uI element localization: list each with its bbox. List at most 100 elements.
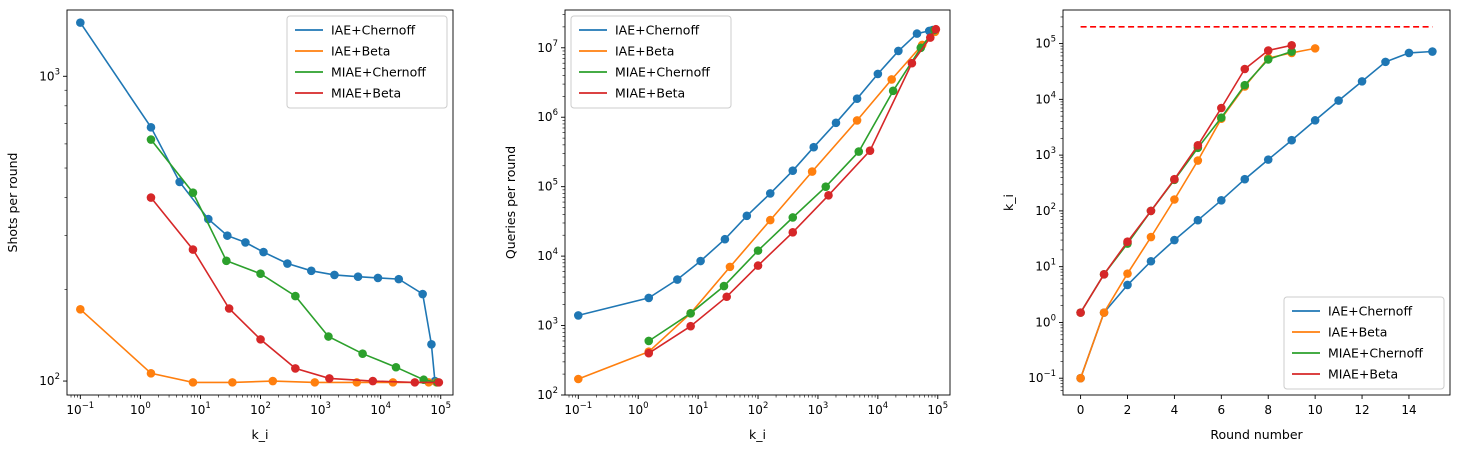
x-axis-title: k_i bbox=[749, 427, 766, 442]
iae-chernoff-point bbox=[852, 94, 862, 103]
iae-beta-line bbox=[578, 31, 936, 380]
y-tick-label: 100 bbox=[1035, 313, 1056, 329]
iae-chernoff-line bbox=[578, 29, 933, 317]
legend-label-iae-beta: IAE+Beta bbox=[1328, 325, 1387, 340]
legend-label-miae-chernoff: MIAE+Chernoff bbox=[615, 65, 710, 80]
miae-chernoff-point bbox=[753, 246, 763, 255]
iae-beta-point bbox=[268, 376, 278, 386]
legend-frame bbox=[1283, 296, 1445, 390]
miae-beta-point bbox=[188, 245, 198, 254]
miae-beta-point bbox=[146, 193, 156, 202]
iae-chernoff-point bbox=[742, 211, 752, 221]
iae-chernoff-point bbox=[1310, 116, 1320, 125]
y-tick-label: 101 bbox=[1035, 258, 1056, 274]
y-axis-title: Shots per round bbox=[5, 153, 20, 253]
iae-beta-point bbox=[228, 378, 237, 387]
legend-label-miae-beta: MIAE+Beta bbox=[331, 86, 401, 101]
miae-beta-point bbox=[1287, 41, 1296, 50]
iae-chernoff-point bbox=[1263, 155, 1273, 164]
miae-beta-point bbox=[722, 292, 732, 302]
miae-chernoff-point bbox=[686, 309, 695, 318]
iae-chernoff-point bbox=[894, 46, 903, 56]
y-axis-title: k_i bbox=[1001, 194, 1016, 211]
miae-beta-point bbox=[1263, 46, 1273, 55]
miae-beta-point bbox=[224, 304, 234, 313]
miae-chernoff-point bbox=[1217, 113, 1226, 122]
miae-beta-point bbox=[788, 228, 798, 237]
x-tick-label: 10−1 bbox=[66, 401, 94, 417]
miae-beta-point bbox=[1217, 103, 1226, 113]
iae-beta-point bbox=[146, 369, 156, 378]
miae-beta-point bbox=[931, 24, 941, 34]
iae-chernoff-point bbox=[223, 231, 232, 240]
y-axis-title: Queries per round bbox=[503, 146, 518, 259]
y-tick-label: 103 bbox=[39, 67, 60, 83]
y-tick-label: 105 bbox=[537, 178, 558, 194]
miae-chernoff-point bbox=[1263, 55, 1273, 64]
iae-beta-point bbox=[573, 374, 583, 384]
x-tick-label: 14 bbox=[1401, 403, 1416, 417]
y-tick-label: 106 bbox=[537, 108, 558, 124]
x-tick-label: 100 bbox=[628, 401, 649, 417]
x-tick-label: 103 bbox=[808, 401, 829, 417]
miae-beta-point bbox=[368, 376, 378, 386]
miae-beta-point bbox=[256, 335, 265, 344]
miae-beta-point bbox=[291, 364, 300, 373]
miae-chernoff-line bbox=[150, 139, 438, 384]
legend: IAE+Chernoff IAE+Beta MIAE+Chernoff MIAE+Be… bbox=[286, 15, 448, 109]
x-tick-label: 6 bbox=[1217, 403, 1225, 417]
iae-chernoff-point bbox=[306, 266, 316, 276]
iae-beta-point bbox=[76, 304, 85, 314]
plot-area bbox=[76, 18, 444, 387]
miae-chernoff-point bbox=[1240, 80, 1250, 90]
x-tick-label: 100 bbox=[130, 401, 151, 417]
iae-chernoff-point bbox=[1287, 135, 1296, 145]
iae-chernoff-point bbox=[353, 272, 363, 281]
x-tick-label: 0 bbox=[1077, 403, 1085, 417]
iae-chernoff-point bbox=[373, 273, 383, 283]
miae-chernoff-point bbox=[188, 188, 198, 197]
iae-beta-point bbox=[1076, 373, 1085, 383]
miae-chernoff-point bbox=[644, 336, 654, 346]
x-axis-title: Round number bbox=[1210, 427, 1303, 442]
legend-label-miae-beta: MIAE+Beta bbox=[1328, 367, 1398, 382]
iae-chernoff-point bbox=[330, 270, 339, 280]
miae-beta-point bbox=[410, 378, 420, 387]
miae-chernoff-point bbox=[854, 147, 864, 156]
miae-chernoff-point bbox=[256, 269, 265, 279]
miae-beta-point bbox=[1146, 206, 1156, 216]
miae-beta-point bbox=[865, 146, 875, 155]
x-tick-label: 102 bbox=[250, 401, 271, 417]
x-tick-label: 104 bbox=[868, 401, 889, 417]
legend-label-iae-beta: IAE+Beta bbox=[615, 44, 674, 59]
iae-chernoff-point bbox=[673, 275, 682, 284]
iae-chernoff-line bbox=[79, 22, 436, 382]
y-tick-label: 102 bbox=[1035, 202, 1056, 218]
x-axis-title: k_i bbox=[252, 427, 269, 442]
miae-beta-point bbox=[925, 33, 935, 42]
iae-beta-point bbox=[1310, 44, 1320, 53]
iae-chernoff-point bbox=[1381, 57, 1390, 67]
y-tick-label: 102 bbox=[39, 372, 60, 388]
iae-chernoff-point bbox=[241, 238, 250, 247]
miae-chernoff-point bbox=[888, 86, 898, 96]
iae-chernoff-point bbox=[1193, 215, 1203, 225]
iae-chernoff-point bbox=[1357, 77, 1367, 86]
miae-beta-point bbox=[907, 58, 917, 68]
x-tick-label: 10 bbox=[1307, 403, 1322, 417]
iae-beta-point bbox=[1170, 195, 1179, 204]
iae-beta-point bbox=[310, 378, 320, 387]
y-tick-label: 107 bbox=[537, 39, 558, 55]
y-tick-label: 103 bbox=[1035, 146, 1056, 162]
axes-frame bbox=[1062, 9, 1451, 396]
y-tick-label: 103 bbox=[537, 317, 558, 333]
y-tick-label: 105 bbox=[1035, 35, 1056, 51]
x-tick-label: 104 bbox=[370, 401, 391, 417]
miae-chernoff-point bbox=[324, 332, 333, 341]
miae-beta-point bbox=[1099, 269, 1109, 279]
shots-per-round-panel: 10−1 100 101 102 103 104 105 102 103 k_i Shots per… bbox=[5, 9, 454, 442]
iae-chernoff-point bbox=[873, 69, 883, 79]
axes-frame bbox=[564, 9, 951, 396]
miae-beta-point bbox=[1193, 141, 1203, 150]
iae-chernoff-line bbox=[1079, 50, 1433, 379]
